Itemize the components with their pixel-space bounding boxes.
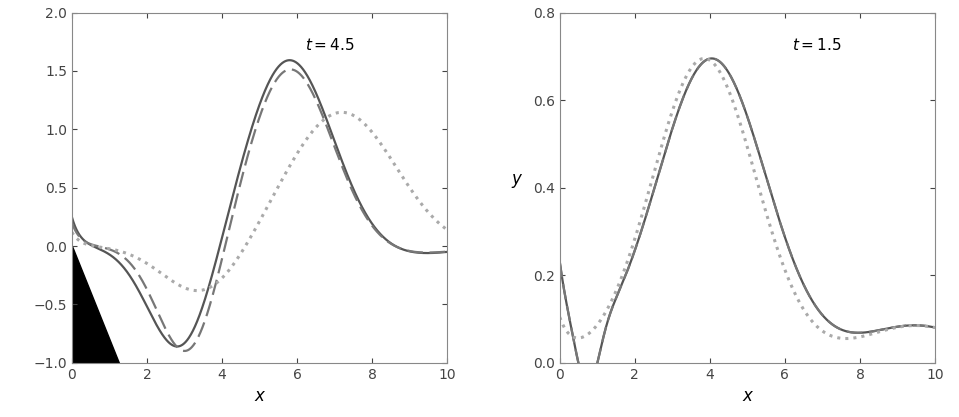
X-axis label: x: x: [742, 387, 752, 405]
Polygon shape: [72, 246, 119, 363]
Text: $t = 4.5$: $t = 4.5$: [305, 37, 354, 53]
X-axis label: x: x: [255, 387, 265, 405]
Y-axis label: y: y: [511, 170, 521, 188]
Text: $t = 1.5$: $t = 1.5$: [792, 37, 842, 53]
